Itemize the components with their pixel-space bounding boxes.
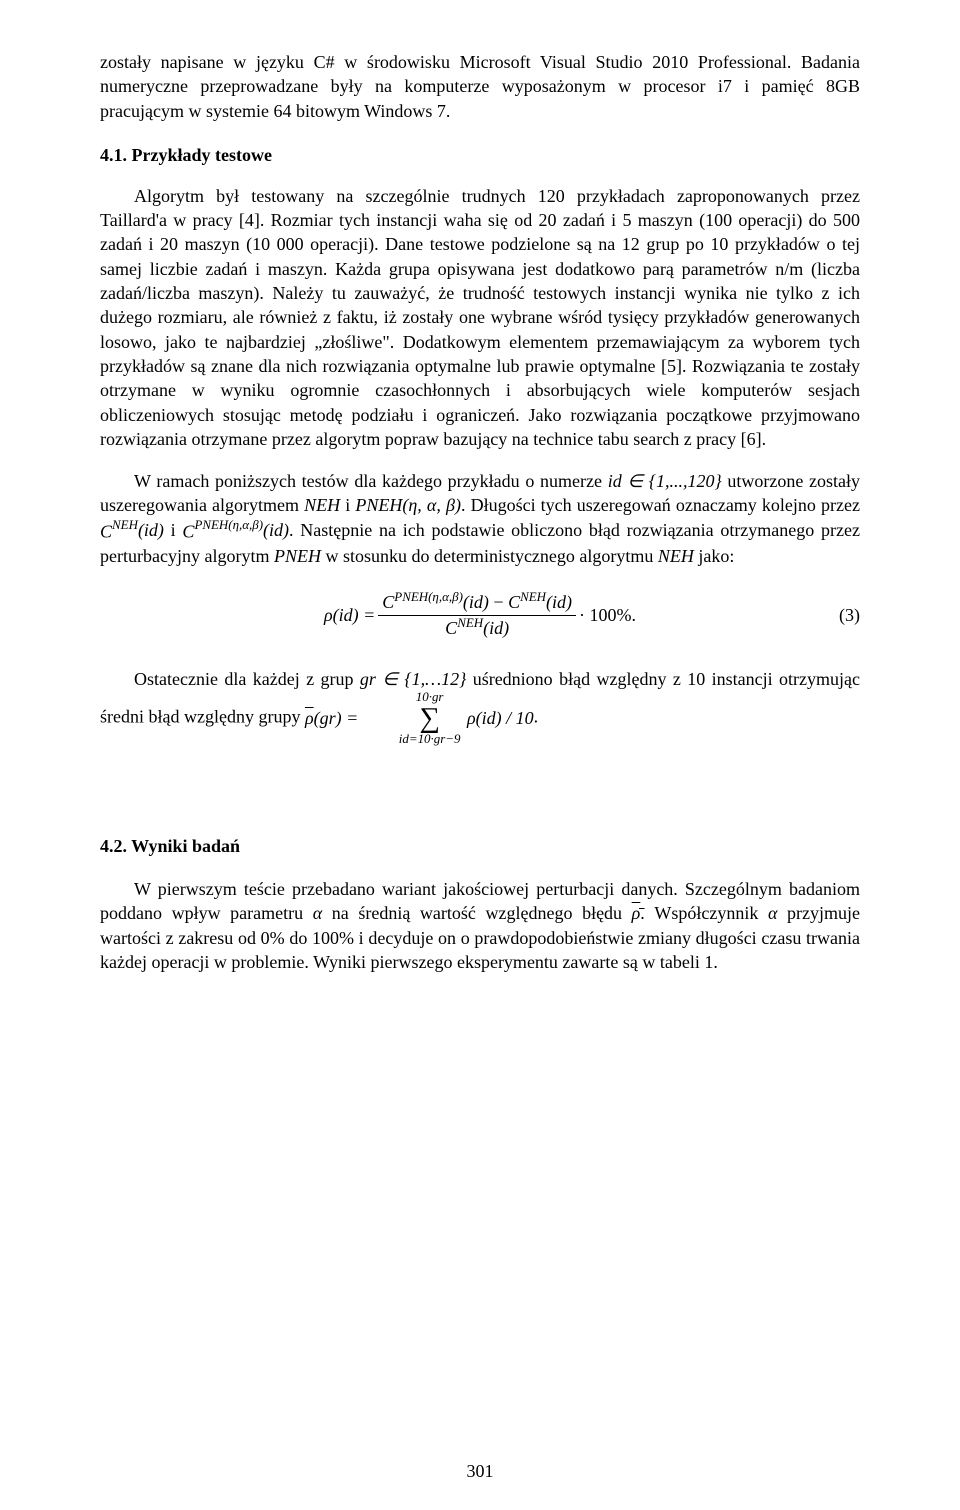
text-fragment: w stosunku do deterministycznego algoryt…	[321, 546, 658, 566]
text-fragment: na średnią wartość względnego błędu	[322, 903, 631, 923]
math-superscript: NEH	[520, 589, 546, 604]
section-heading-4-1: 4.1. Przykłady testowe	[100, 145, 860, 166]
summation: 10·gr ∑ id=10·gr−9	[365, 691, 461, 746]
rho-bar: ρ	[305, 709, 314, 729]
fraction: CPNEH(η,α,β)(id) − CNEH(id) CNEH(id)	[378, 592, 576, 639]
algorithm-name: PNEH	[274, 546, 321, 566]
fraction-numerator: CPNEH(η,α,β)(id) − CNEH(id)	[378, 592, 576, 616]
math-superscript: NEH	[112, 517, 138, 532]
math-symbol: C	[382, 592, 394, 612]
text-fragment: . Długości tych uszeregowań oznaczamy ko…	[461, 495, 860, 515]
paragraph-continuation: zostały napisane w języku C# w środowisk…	[100, 50, 860, 123]
math-symbol: ρ(gr) =	[305, 709, 363, 729]
fraction-denominator: CNEH(id)	[378, 616, 576, 639]
math-symbol-rhobar: ρ̄	[632, 903, 641, 923]
math-superscript: NEH	[457, 615, 483, 630]
math-symbol: C	[445, 618, 457, 638]
sum-upper: 10·gr	[365, 691, 461, 704]
math-symbol-alpha: α	[313, 903, 322, 923]
equation-lhs: ρ(id) =	[324, 605, 375, 626]
period: .	[534, 707, 539, 727]
algorithm-name: NEH	[658, 546, 694, 566]
math-superscript: PNEH(η,α,β)	[194, 517, 263, 532]
math-arg: (id)	[483, 618, 509, 638]
section-heading-4-2: 4.2. Wyniki badań	[100, 836, 860, 857]
paragraph-examples: Algorytm był testowany na szczególnie tr…	[100, 184, 860, 451]
sum-lower: id=10·gr−9	[365, 733, 461, 746]
math-symbol: C	[182, 521, 194, 541]
minus-operator: −	[489, 592, 508, 612]
sigma-icon: ∑	[365, 704, 461, 733]
page-number: 301	[0, 1461, 960, 1482]
text-fragment: W ramach poniższych testów dla każdego p…	[134, 471, 608, 491]
equation-number: (3)	[839, 605, 860, 626]
math-set: id ∈ {1,...,120}	[608, 471, 722, 491]
math-arg: (id)	[463, 592, 489, 612]
paragraph-groups: Ostatecznie dla każdej z grup gr ∈ {1,…1…	[100, 667, 860, 746]
math-arg: (id)	[546, 592, 572, 612]
math-arg: (id)	[138, 520, 164, 540]
text-fragment: jako:	[694, 546, 735, 566]
equation-3: ρ(id) = CPNEH(η,α,β)(id) − CNEH(id) CNEH…	[100, 592, 860, 639]
math-symbol: C	[100, 521, 112, 541]
algorithm-name: NEH	[304, 495, 340, 515]
text-fragment: . Współczynnik	[640, 903, 768, 923]
math-set: gr ∈ {1,…12}	[360, 669, 466, 689]
math-superscript: PNEH(η,α,β)	[394, 589, 463, 604]
text-fragment: i	[164, 520, 182, 540]
sum-body: ρ(id) / 10	[467, 709, 534, 729]
paragraph-tests: W ramach poniższych testów dla każdego p…	[100, 469, 860, 568]
math-symbol-alpha: α	[768, 903, 777, 923]
text-fragment: Ostatecznie dla każdej z grup	[134, 669, 360, 689]
text-fragment: i	[340, 495, 355, 515]
math-arg: (id)	[263, 520, 289, 540]
paragraph-results: W pierwszym teście przebadano wariant ja…	[100, 877, 860, 974]
algorithm-name: PNEH(η, α, β)	[355, 495, 461, 515]
equation-tail: · 100%.	[579, 605, 636, 626]
math-symbol: C	[508, 592, 520, 612]
